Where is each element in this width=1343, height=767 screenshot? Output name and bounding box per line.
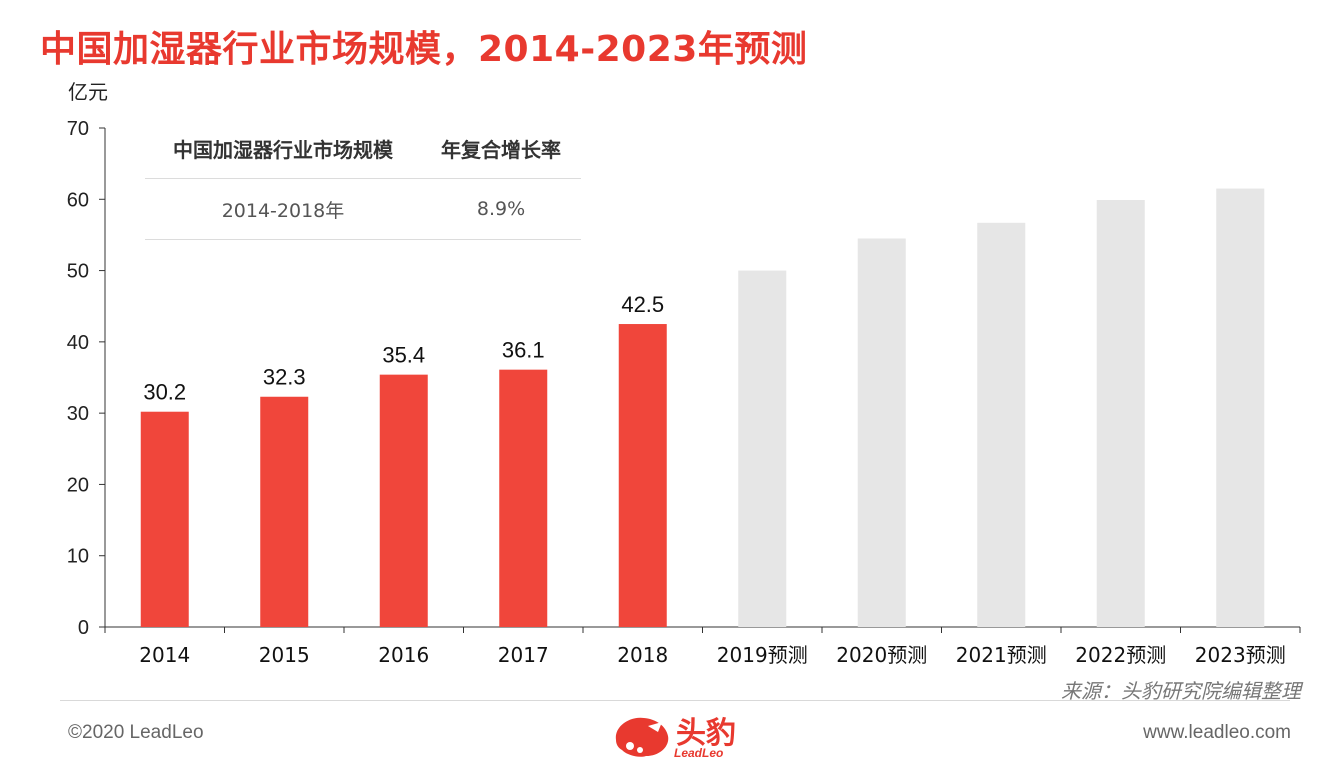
x-tick-label: 2020预测 xyxy=(836,643,927,667)
forecast-bar xyxy=(1216,188,1265,628)
source-note: 来源：头豹研究院编辑整理 xyxy=(1061,679,1301,703)
bar-value-label: 35.4 xyxy=(382,343,425,368)
x-tick-label: 2016 xyxy=(378,643,429,667)
header-market-size: 中国加湿器行业市场规模 xyxy=(173,137,393,162)
y-tick-label: 40 xyxy=(67,332,89,354)
y-tick-label: 60 xyxy=(67,189,89,211)
footer-divider xyxy=(60,700,1290,701)
bar-value-label: 36.1 xyxy=(502,338,545,363)
cell-period: 2014-2018年 xyxy=(221,199,345,222)
cagr-table: 中国加湿器行业市场规模 年复合增长率 2014-2018年 8.9% xyxy=(145,118,581,240)
page-title: 中国加湿器行业市场规模，2014-2023年预测 xyxy=(40,29,808,70)
bar-chart: 0 10 20 30 40 50 60 70 30.2 2014 32.3 2015 35.4 2016 3… xyxy=(67,118,1301,667)
cagr-table-row: 2014-2018年 8.9% xyxy=(145,178,581,240)
y-tick-label: 30 xyxy=(67,403,89,425)
website-link[interactable]: www.leadleo.com xyxy=(1143,722,1291,743)
cell-cagr: 8.9% xyxy=(476,198,526,220)
cagr-table-header: 中国加湿器行业市场规模 年复合增长率 xyxy=(145,118,581,178)
bar-value-label: 42.5 xyxy=(621,292,664,317)
actual-bar xyxy=(618,324,667,627)
x-tick-label: 2022预测 xyxy=(1075,643,1166,667)
y-axis-unit: 亿元 xyxy=(68,80,108,104)
x-tick-label: 2014 xyxy=(139,643,190,667)
y-tick-label: 10 xyxy=(67,546,89,568)
y-tick-label: 50 xyxy=(67,261,89,283)
actual-bar xyxy=(379,374,428,627)
leopard-logo-icon xyxy=(615,717,669,757)
y-tick-label: 0 xyxy=(78,617,89,639)
logo-subtext: LeadLeo xyxy=(674,746,724,760)
x-tick-label: 2021预测 xyxy=(956,643,1047,667)
x-tick-label: 2015 xyxy=(259,643,310,667)
x-tick-label: 2018 xyxy=(617,643,668,667)
forecast-bar xyxy=(977,222,1026,627)
logo-text: 头豹 xyxy=(676,716,736,751)
y-tick-label: 20 xyxy=(67,474,89,496)
copyright: ©2020 LeadLeo xyxy=(68,722,204,743)
forecast-bar xyxy=(738,270,787,627)
x-tick-label: 2019预测 xyxy=(717,643,808,667)
header-cagr: 年复合增长率 xyxy=(441,137,561,162)
x-tick-label: 2017 xyxy=(498,643,549,667)
forecast-bar xyxy=(857,238,906,627)
actual-bar xyxy=(499,369,548,627)
bar-value-label: 30.2 xyxy=(143,380,186,405)
actual-bar xyxy=(260,396,309,627)
x-tick-label: 2023预测 xyxy=(1195,643,1286,667)
y-tick-label: 70 xyxy=(67,118,89,140)
bar-value-label: 32.3 xyxy=(263,365,306,390)
actual-bar xyxy=(140,411,189,627)
forecast-bar xyxy=(1096,199,1145,627)
